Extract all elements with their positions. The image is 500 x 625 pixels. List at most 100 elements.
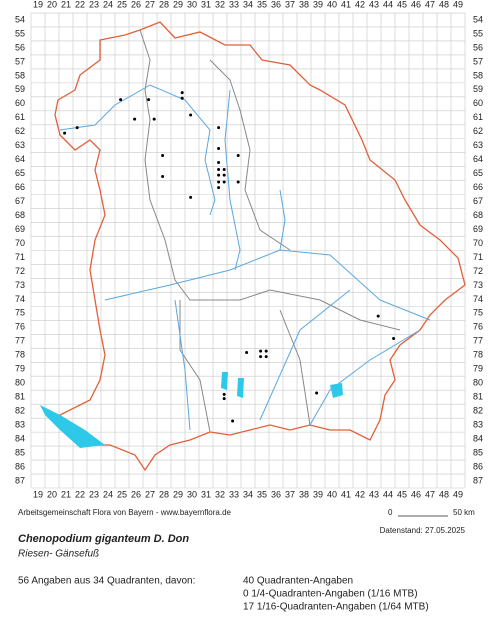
record-dot [217, 180, 221, 184]
row-label: 69 [15, 224, 25, 234]
column-label: 35 [257, 0, 267, 9]
record-dot [315, 391, 319, 395]
grid: 19 19 20 20 21 21 22 22 23 23 24 24 25 25 26 26 27 27 28 28… [15, 0, 483, 499]
record-dot [259, 355, 263, 359]
column-label: 36 [271, 0, 281, 9]
row-label: 87 [15, 475, 25, 485]
column-label: 28 [159, 0, 169, 9]
column-label: 29 [173, 489, 183, 499]
record-dot [259, 349, 263, 353]
records [63, 91, 396, 423]
row-label: 68 [15, 210, 25, 220]
column-label: 36 [271, 489, 281, 499]
record-dot [180, 91, 184, 95]
row-label: 82 [15, 406, 25, 416]
column-label: 44 [383, 0, 393, 9]
column-label: 27 [145, 0, 155, 9]
date: Datenstand: 27.05.2025 [380, 526, 466, 535]
row-label: 73 [473, 280, 483, 290]
column-label: 23 [89, 0, 99, 9]
column-label: 42 [355, 489, 365, 499]
summary-line: 40 Quadranten-Angaben [243, 576, 353, 587]
lake [40, 405, 105, 448]
lake [330, 383, 343, 398]
column-label: 43 [369, 0, 379, 9]
column-label: 25 [117, 0, 127, 9]
row-label: 73 [15, 280, 25, 290]
record-dot [217, 147, 221, 151]
river [59, 84, 216, 216]
row-label: 77 [473, 336, 483, 346]
column-label: 45 [397, 0, 407, 9]
row-label: 87 [473, 475, 483, 485]
record-dot [264, 355, 268, 359]
column-label: 28 [159, 489, 169, 499]
column-label: 22 [75, 0, 85, 9]
record-dot [189, 113, 193, 117]
row-label: 70 [15, 238, 25, 248]
row-label: 85 [473, 447, 483, 457]
record-dot [217, 186, 221, 190]
row-label: 83 [15, 420, 25, 430]
column-label: 19 [33, 0, 43, 9]
column-label: 38 [299, 0, 309, 9]
column-label: 37 [285, 0, 295, 9]
row-label: 62 [473, 126, 483, 136]
column-label: 40 [327, 0, 337, 9]
record-dot [63, 131, 67, 135]
state-border [54, 21, 466, 472]
row-label: 75 [15, 308, 25, 318]
summary-line: 0 1/4-Quadranten-Angaben (1/16 MTB) [243, 589, 418, 600]
record-dot [217, 173, 221, 177]
record-dot [222, 167, 226, 171]
record-dot [222, 392, 226, 396]
row-label: 63 [473, 140, 483, 150]
column-label: 45 [397, 489, 407, 499]
column-label: 24 [103, 489, 113, 499]
row-label: 70 [473, 238, 483, 248]
river [174, 299, 191, 431]
lake [221, 372, 228, 390]
column-label: 31 [201, 0, 211, 9]
row-label: 72 [473, 266, 483, 276]
row-label: 54 [15, 14, 25, 24]
column-label: 30 [187, 0, 197, 9]
credit: Arbeitsgemeinschaft Flora von Bayern - w… [18, 508, 232, 517]
row-label: 78 [473, 350, 483, 360]
record-dot [152, 117, 156, 121]
record-dot [161, 174, 165, 178]
column-label: 40 [327, 489, 337, 499]
record-dot [222, 180, 226, 184]
scale-end: 50 km [453, 508, 475, 517]
column-label: 48 [439, 0, 449, 9]
lake [237, 378, 244, 398]
column-label: 41 [341, 0, 351, 9]
column-label: 34 [243, 489, 253, 499]
row-label: 86 [15, 461, 25, 471]
row-label: 57 [473, 56, 483, 66]
column-label: 44 [383, 489, 393, 499]
record-dot [231, 419, 235, 423]
record-dot [236, 180, 240, 184]
record-dot [119, 98, 123, 102]
row-label: 58 [473, 70, 483, 80]
row-label: 56 [15, 42, 25, 52]
record-dot [217, 126, 221, 130]
column-label: 33 [229, 489, 239, 499]
species-name: Chenopodium giganteum D. Don [18, 533, 189, 545]
column-label: 47 [425, 0, 435, 9]
row-label: 65 [473, 168, 483, 178]
row-label: 66 [15, 182, 25, 192]
record-dot [222, 397, 226, 401]
row-label: 55 [473, 28, 483, 38]
row-label: 59 [473, 84, 483, 94]
row-label: 61 [473, 112, 483, 122]
record-dot [147, 98, 151, 102]
column-label: 39 [313, 0, 323, 9]
column-label: 35 [257, 489, 267, 499]
row-label: 58 [15, 70, 25, 80]
column-label: 25 [117, 489, 127, 499]
record-dot [180, 96, 184, 100]
column-label: 48 [439, 489, 449, 499]
